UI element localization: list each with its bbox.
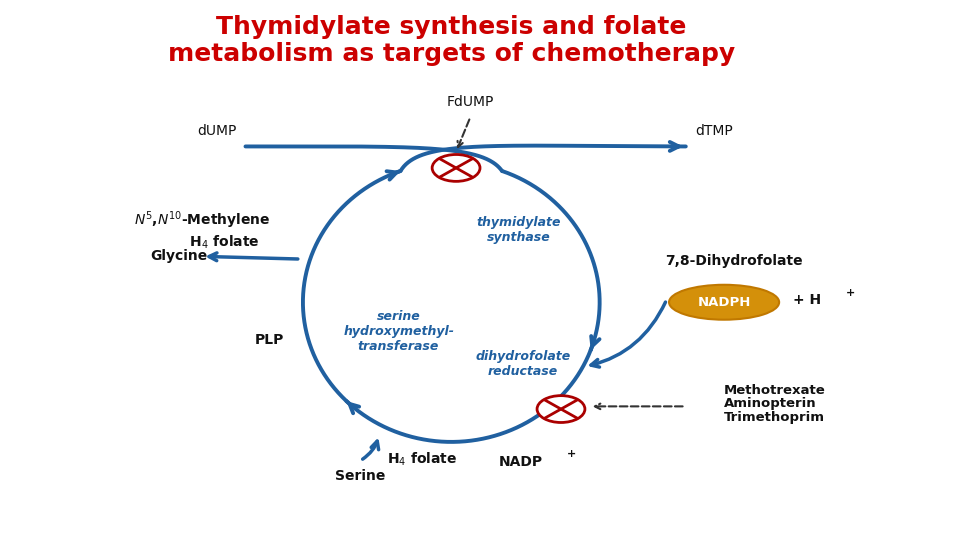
Text: +: +: [846, 288, 855, 298]
Text: serine
hydroxymethyl-
transferase: serine hydroxymethyl- transferase: [343, 310, 454, 353]
Text: metabolism as targets of chemotherapy: metabolism as targets of chemotherapy: [168, 42, 734, 66]
Text: H$_4$ folate: H$_4$ folate: [387, 450, 458, 468]
Text: Methotrexate: Methotrexate: [724, 384, 826, 397]
Circle shape: [432, 154, 480, 181]
Text: NADP: NADP: [499, 455, 543, 469]
Text: PLP: PLP: [254, 333, 284, 347]
Text: NADPH: NADPH: [697, 296, 751, 309]
Text: thymidylate
synthase: thymidylate synthase: [476, 215, 561, 244]
Text: Trimethoprim: Trimethoprim: [724, 410, 825, 423]
Text: Serine: Serine: [335, 469, 386, 483]
Text: Aminopterin: Aminopterin: [724, 397, 816, 410]
Text: Glycine: Glycine: [150, 249, 207, 264]
Ellipse shape: [669, 285, 780, 320]
Text: +: +: [567, 449, 576, 458]
Text: Thymidylate synthesis and folate: Thymidylate synthesis and folate: [216, 15, 686, 39]
Circle shape: [537, 396, 585, 422]
Text: + H: + H: [793, 293, 821, 307]
Text: FdUMP: FdUMP: [446, 95, 494, 109]
Text: $N^5$,$N^{10}$-Methylene
         H$_4$ folate: $N^5$,$N^{10}$-Methylene H$_4$ folate: [134, 209, 271, 251]
Text: dihydrofolate
reductase: dihydrofolate reductase: [475, 350, 570, 378]
Text: dUMP: dUMP: [197, 124, 236, 138]
Text: dTMP: dTMP: [696, 124, 733, 138]
Text: 7,8-Dihydrofolate: 7,8-Dihydrofolate: [665, 254, 803, 268]
